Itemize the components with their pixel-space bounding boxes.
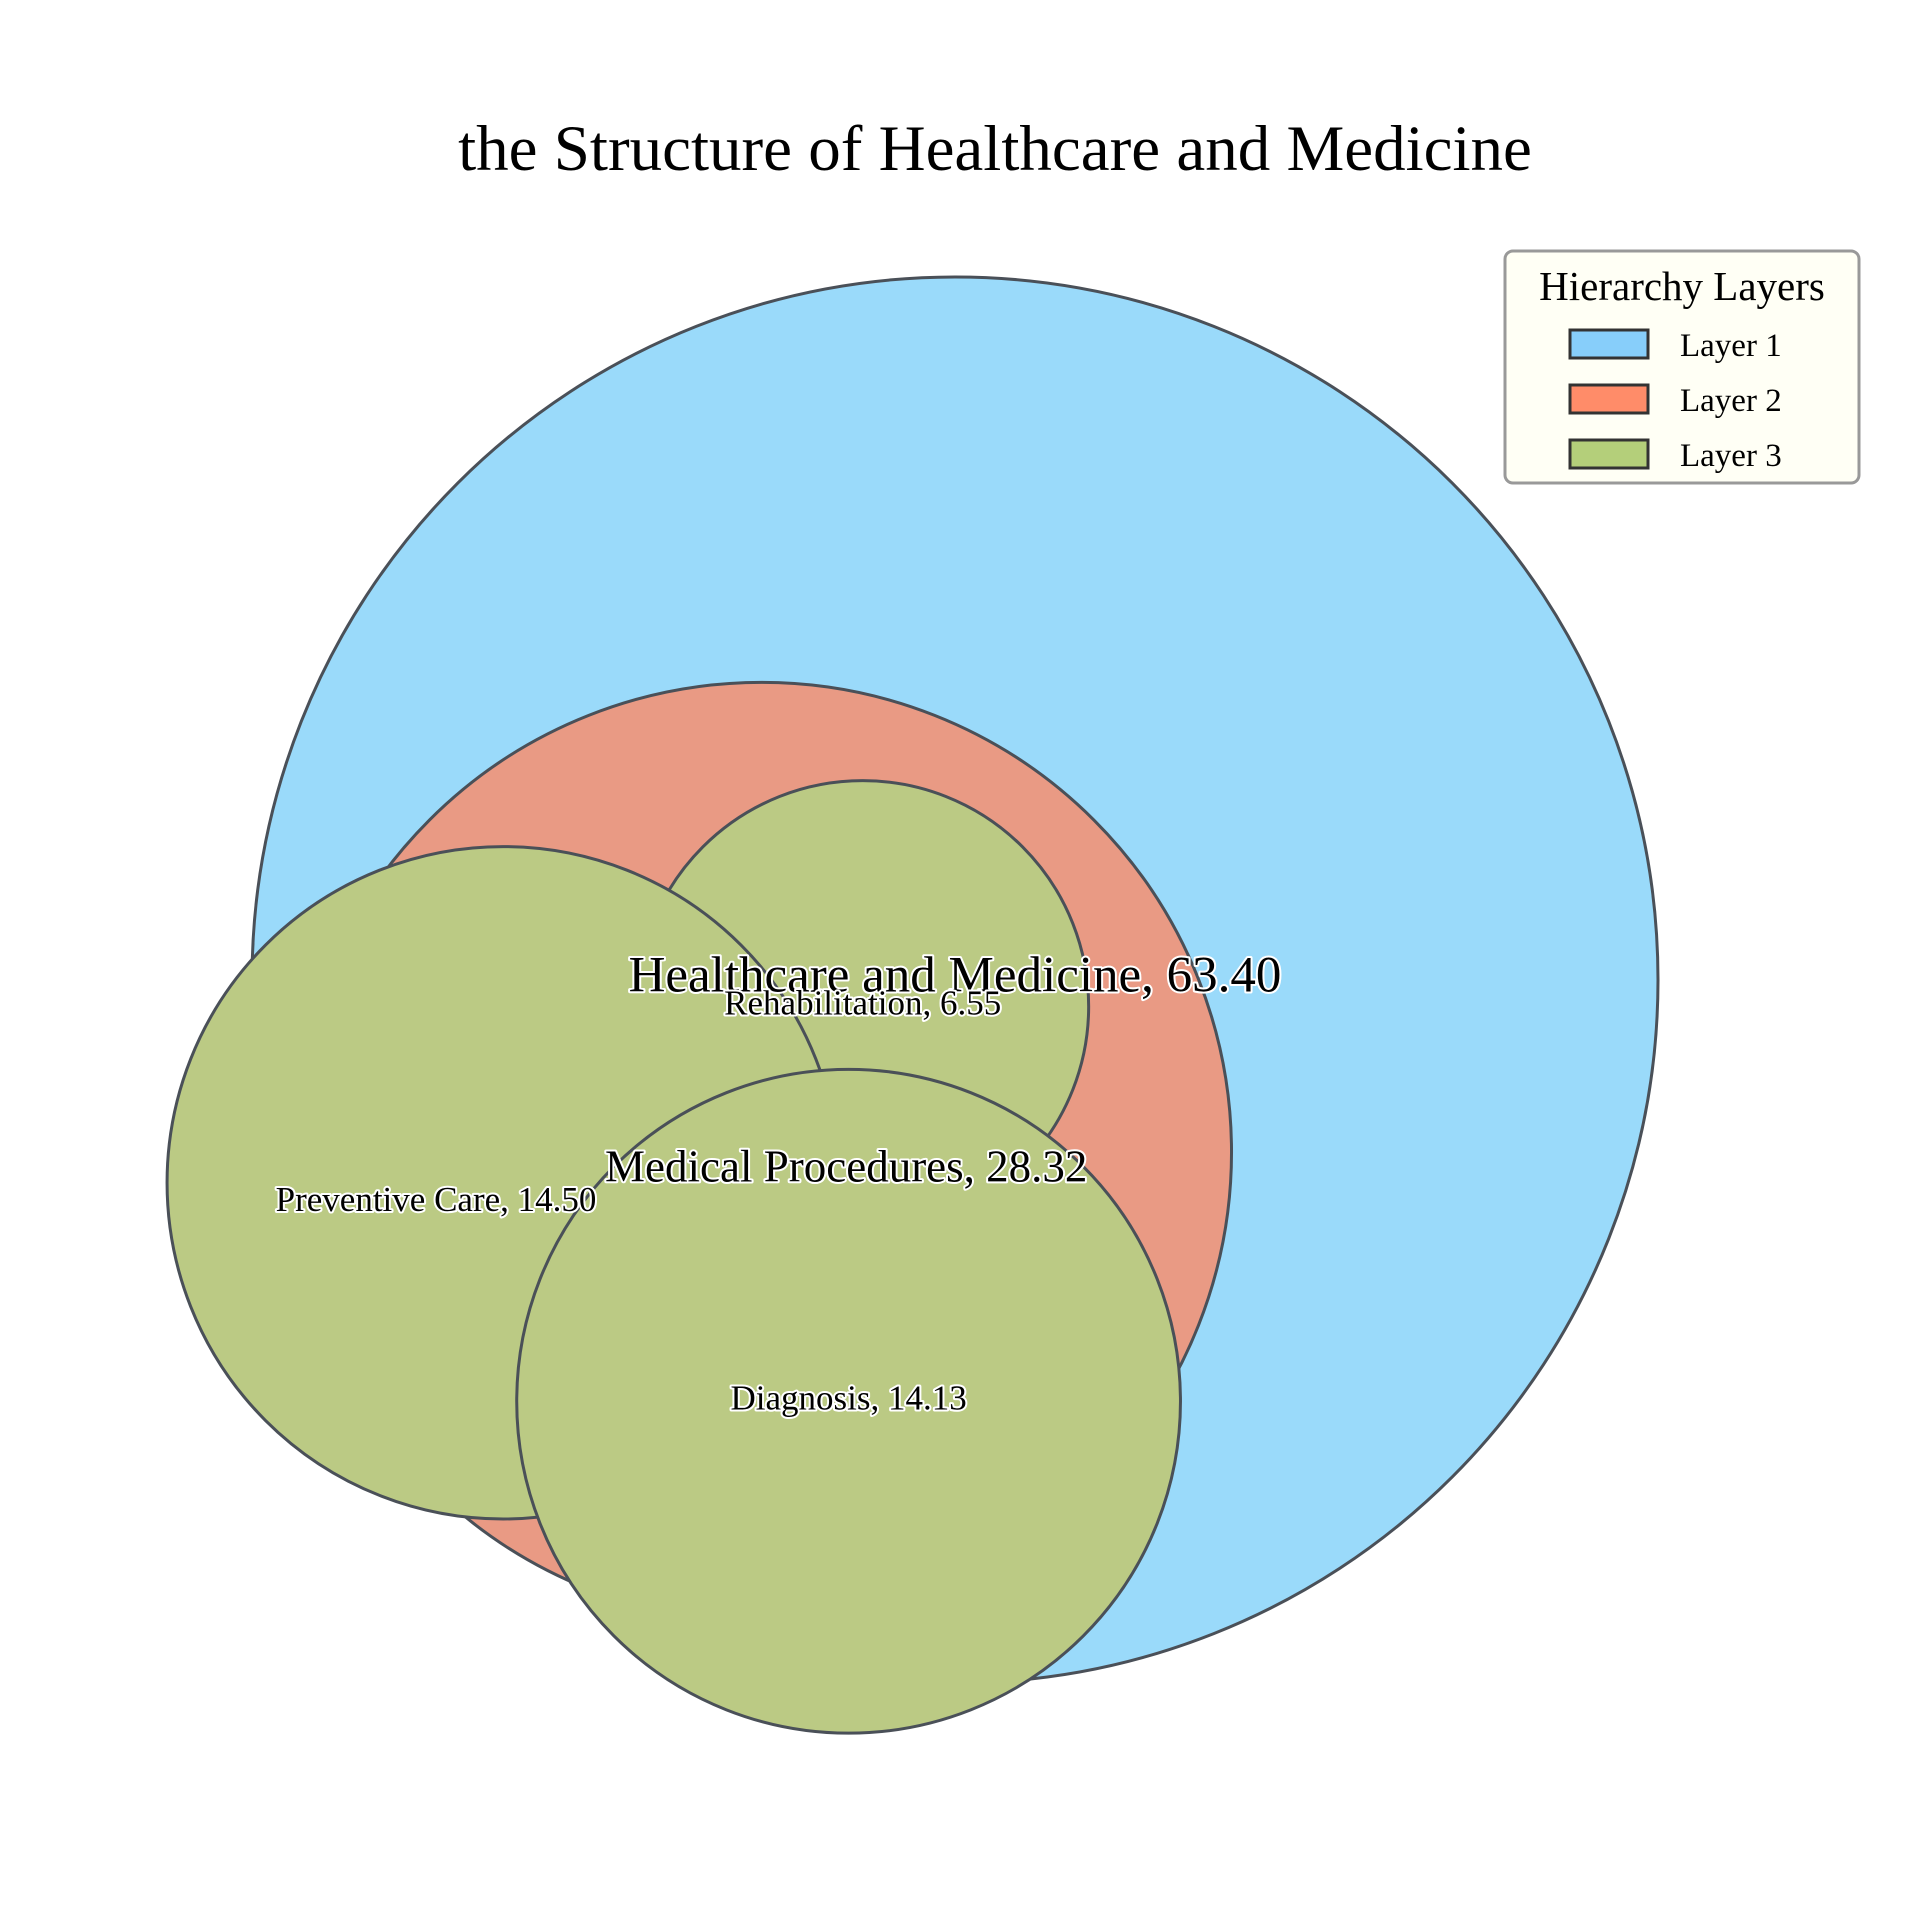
legend-box (1503, 249, 1861, 485)
legend-label-layer-1: Layer 1 (1680, 328, 1782, 364)
circle-diagnosis (515, 1067, 1182, 1735)
label-medical-procedures: Medical Procedures, 28.32 (605, 1141, 1087, 1191)
legend-label-layer-3: Layer 3 (1680, 438, 1782, 474)
legend-swatch-layer-1 (1568, 328, 1650, 360)
legend-entries: Layer 1 Layer 2 Layer 3 (1568, 328, 1782, 474)
labels-layer: Healthcare and Medicine, 63.40 Medical Pr… (274, 946, 1284, 1420)
legend-swatch-layer-3 (1568, 438, 1650, 470)
label-rehabilitation: Rehabilitation, 6.55 (724, 984, 1001, 1023)
legend-label-layer-2: Layer 2 (1680, 383, 1782, 419)
label-healthcare-and-medicine: Healthcare and Medicine, 63.40 (629, 948, 1282, 1004)
chart-title: the Structure of Healthcare and Medicine (458, 113, 1532, 185)
legend-swatch-layer-2 (1568, 383, 1650, 415)
label-diagnosis: Diagnosis, 14.13 (730, 1378, 966, 1417)
legend: Hierarchy Layers Layer 1 Layer 2 Layer 3 (1503, 249, 1861, 485)
label-preventive-care: Preventive Care, 14.50 (276, 1180, 597, 1219)
circles-layer (165, 275, 1660, 1735)
legend-title: Hierarchy Layers (1539, 263, 1825, 309)
